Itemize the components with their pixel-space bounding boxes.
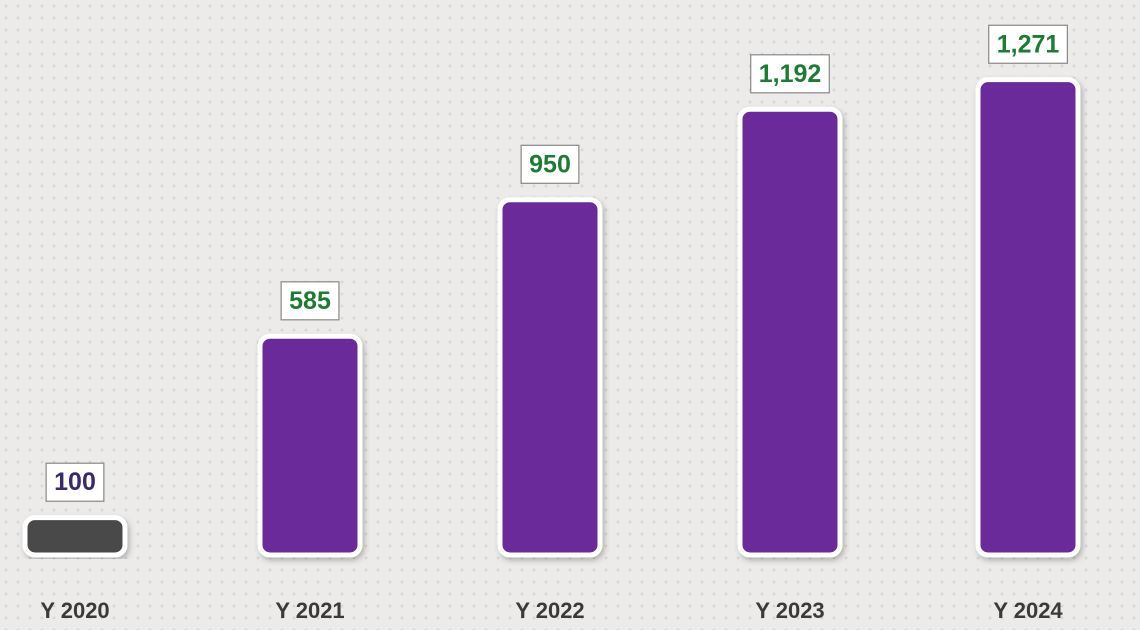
bar (975, 77, 1081, 558)
x-tick-label: Y 2021 (275, 598, 344, 623)
x-tick-label: Y 2023 (755, 598, 824, 623)
value-label-box (45, 462, 105, 502)
value-label: 1,271 (997, 30, 1060, 58)
bar (22, 515, 128, 558)
value-label: 585 (289, 287, 331, 315)
bar (737, 106, 843, 558)
value-label-box (280, 281, 340, 321)
value-label: 950 (529, 150, 571, 178)
x-tick-label: Y 2022 (515, 598, 584, 623)
x-tick-label: Y 2024 (993, 598, 1063, 623)
bar (497, 197, 603, 558)
x-tick-label: Y 2020 (40, 598, 109, 623)
value-label: 1,192 (759, 60, 822, 88)
value-label-box (988, 24, 1068, 64)
value-label-box (750, 54, 830, 94)
value-label: 100 (54, 468, 96, 496)
bar (257, 333, 363, 558)
value-label-box (520, 144, 580, 184)
